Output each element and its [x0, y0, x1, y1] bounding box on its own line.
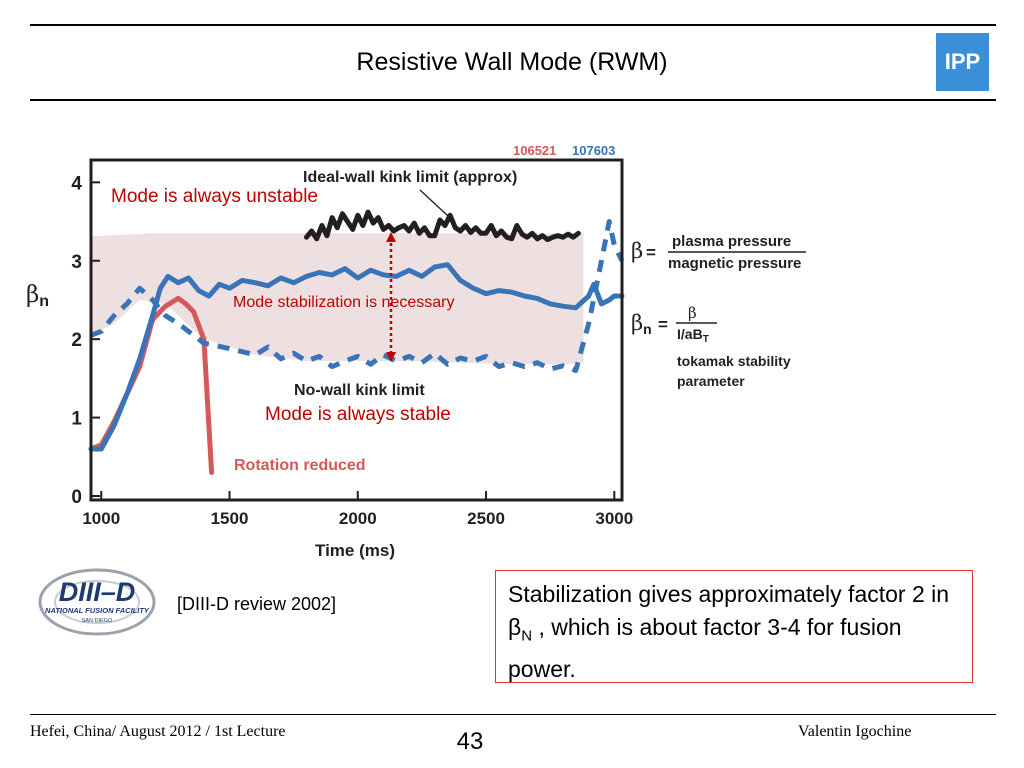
beta-n-denominator: I/aBT	[677, 326, 709, 345]
summary-subscript: N	[521, 627, 533, 645]
stable-region-band	[91, 233, 584, 365]
ipp-logo: IPP	[936, 33, 989, 91]
y-tick-label-4: 4	[71, 173, 82, 194]
rotation-reduced-label: Rotation reduced	[234, 457, 366, 474]
series-layer	[88, 209, 625, 475]
summary-text: Stabilization gives approximately factor…	[508, 578, 960, 686]
beta-n-caption-line2: parameter	[677, 373, 745, 389]
series-line-no-wall-kink-limit-dashed	[90, 219, 625, 373]
slide-title: Resistive Wall Mode (RWM)	[356, 48, 668, 76]
beta-numerator: plasma pressure	[672, 233, 791, 250]
y-tick-label-2: 2	[71, 330, 82, 351]
annotation-stabilization: Mode stabilization is necessary	[233, 294, 454, 311]
x-tick-label-1500: 1500	[211, 509, 249, 528]
beta-equals: =	[646, 243, 656, 262]
no-wall-label: No-wall kink limit	[294, 382, 425, 399]
footer-rule	[30, 714, 996, 715]
stabilization-arrow-head-up	[386, 232, 396, 242]
shot-label-106521: 106521	[513, 143, 556, 158]
diii-d-logo-sub: NATIONAL FUSION FACILITY	[45, 606, 150, 615]
shot-label-107603: 107603	[572, 143, 615, 158]
x-tick-label-2500: 2500	[467, 509, 505, 528]
series-line-107603	[88, 262, 625, 452]
y-tick-label-1: 1	[71, 409, 82, 430]
beta-denominator: magnetic pressure	[668, 255, 801, 272]
beta-n-chart: 1000 1500 2000 2500 3000 0 1 2 3 4 Time (ms) βn 1…	[26, 143, 806, 560]
plot-frame	[89, 158, 624, 502]
diii-d-logo-ring-outer	[38, 568, 156, 636]
beta-n-equals: =	[658, 315, 668, 334]
summary-text-part2: , which is about factor 3-4 for fusion p…	[508, 614, 902, 682]
ideal-wall-pointer	[419, 189, 449, 217]
beta-n-numerator: β	[688, 304, 697, 322]
ipp-logo-text: IPP	[945, 49, 980, 74]
ipp-logo-background	[936, 33, 989, 91]
summary-text-part1: Stabilization gives approximately factor…	[508, 581, 950, 640]
stable-region-fill	[91, 233, 584, 365]
beta-n-caption-line1: tokamak stability	[677, 353, 791, 369]
diii-d-logo-ring-inner	[54, 580, 140, 624]
ideal-wall-label: Ideal-wall kink limit (approx)	[303, 169, 517, 186]
summary-box: Stabilization gives approximately factor…	[495, 570, 973, 683]
diii-d-logo-main: DIII–D	[59, 577, 136, 607]
series-line-ideal-wall-kink-limit-approx	[304, 209, 581, 243]
footer-author: Valentin Igochine	[798, 723, 912, 740]
x-tick-label-1000: 1000	[82, 509, 120, 528]
page-number: 43	[456, 728, 484, 755]
y-tick-label-0: 0	[71, 487, 82, 508]
stabilization-arrow-head-down	[386, 352, 396, 362]
annotation-unstable: Mode is always unstable	[111, 186, 318, 207]
citation: [DIII-D review 2002]	[177, 594, 337, 614]
diii-d-logo: DIII–D NATIONAL FUSION FACILITY SAN DIEG…	[38, 568, 156, 636]
beta-symbol: β	[631, 239, 643, 263]
header-rule-top	[30, 24, 996, 26]
x-tick-label-2000: 2000	[339, 509, 377, 528]
beta-n-symbol: βn	[631, 311, 652, 337]
y-tick-label-3: 3	[71, 252, 82, 273]
x-tick-label-3000: 3000	[595, 509, 633, 528]
beta-n-definition: βn = β I/aBT tokamak stability parameter	[631, 304, 791, 389]
x-axis-title: Time (ms)	[315, 541, 395, 560]
beta-definition: β = plasma pressure magnetic pressure	[631, 233, 806, 272]
header-rule-bottom	[30, 99, 996, 101]
y-axis-title: βn	[26, 282, 49, 310]
annotation-stable: Mode is always stable	[265, 404, 451, 425]
footer-event: Hefei, China/ August 2012 / 1st Lecture	[30, 723, 286, 740]
diii-d-logo-sub2: SAN DIEGO	[82, 618, 113, 624]
axis-ticks: 1000 1500 2000 2500 3000 0 1 2 3 4	[71, 173, 633, 528]
